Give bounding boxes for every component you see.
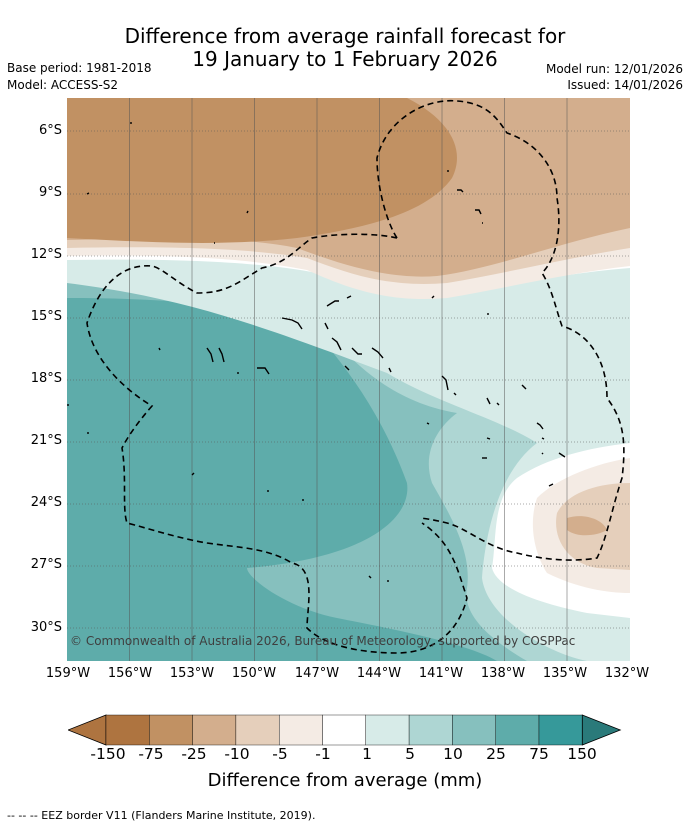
eez-legend-note: -- -- -- EEZ border V11 (Flanders Marine… — [7, 809, 316, 822]
lon-label-144w: 144°W — [356, 666, 402, 681]
base-period: Base period: 1981-2018 — [7, 61, 152, 75]
rainfall-map — [67, 98, 630, 661]
lon-label-141w: 141°W — [418, 666, 464, 681]
colorbar-cell — [538, 714, 583, 746]
colorbar-cell — [278, 714, 323, 746]
cbar-label-minus75: -75 — [138, 745, 164, 763]
colorbar-cell — [408, 714, 453, 746]
lat-label-9s: 9°S — [38, 185, 62, 200]
lon-label-156w: 156°W — [107, 666, 153, 681]
lat-label-12s: 12°S — [30, 247, 62, 262]
colorbar-cell — [365, 714, 410, 746]
cbar-label-150: 150 — [567, 745, 597, 763]
colorbar-cell — [149, 714, 193, 746]
eez-borders — [86, 99, 625, 654]
colorbar-title: Difference from average (mm) — [207, 770, 483, 791]
map-grid — [67, 98, 630, 661]
colorbar-cell — [322, 714, 366, 746]
colorbar-cells — [68, 714, 622, 746]
cbar-label-minus150: -150 — [90, 745, 126, 763]
lon-label-138w: 138°W — [480, 666, 526, 681]
lat-label-6s: 6°S — [38, 123, 62, 138]
lat-label-15s: 15°S — [30, 309, 62, 324]
cbar-label-75: 75 — [529, 745, 549, 763]
cbar-label-25: 25 — [486, 745, 506, 763]
lat-label-24s: 24°S — [30, 495, 62, 510]
colorbar-arrow-left — [68, 714, 107, 746]
lon-label-132w: 132°W — [604, 666, 650, 681]
model-run: Model run: 12/01/2026 — [545, 62, 683, 76]
cbar-label-1: 1 — [362, 745, 372, 763]
lat-label-27s: 27°S — [30, 557, 62, 572]
chart-title-line1: Difference from average rainfall forecas… — [124, 24, 566, 48]
colorbar-cell — [495, 714, 540, 746]
cbar-label-minus25: -25 — [181, 745, 207, 763]
lat-label-18s: 18°S — [30, 371, 62, 386]
contour-dry-25-east — [567, 516, 607, 536]
colorbar-cell — [192, 714, 237, 746]
lat-label-21s: 21°S — [30, 433, 62, 448]
colorbar-cell — [235, 714, 280, 746]
cbar-label-5: 5 — [405, 745, 415, 763]
lon-label-147w: 147°W — [294, 666, 340, 681]
map-copyright: © Commonwealth of Australia 2026, Bureau… — [70, 634, 576, 648]
colorbar-arrow-right — [581, 714, 622, 746]
model-name: Model: ACCESS-S2 — [7, 78, 119, 92]
contour-wet-75 — [67, 273, 487, 661]
lat-label-30s: 30°S — [30, 620, 62, 635]
colorbar — [68, 714, 622, 746]
issued-date: Issued: 14/01/2026 — [567, 78, 683, 92]
contour-dry-75 — [67, 98, 457, 243]
cbar-label-minus1: -1 — [315, 745, 331, 763]
lon-label-150w: 150°W — [231, 666, 277, 681]
chart-title-line2: 19 January to 1 February 2026 — [192, 47, 498, 71]
lon-label-153w: 153°W — [169, 666, 215, 681]
cbar-label-minus5: -5 — [272, 745, 288, 763]
colorbar-cell — [105, 714, 150, 746]
cbar-label-10: 10 — [443, 745, 463, 763]
lon-label-159w: 159°W — [45, 666, 91, 681]
cbar-label-minus10: -10 — [224, 745, 250, 763]
islands — [67, 122, 566, 582]
colorbar-cell — [452, 714, 496, 746]
lon-label-135w: 135°W — [542, 666, 588, 681]
